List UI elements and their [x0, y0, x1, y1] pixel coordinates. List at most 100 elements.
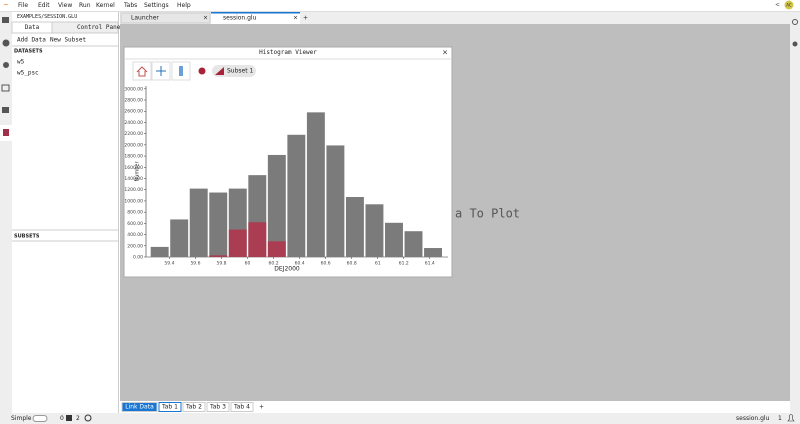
- bottom-new-tab[interactable]: +: [259, 404, 264, 411]
- tab-label: Data: [25, 24, 40, 31]
- y-tick-label: 400.00: [127, 232, 143, 238]
- tab-active-indicator: [211, 12, 300, 14]
- tab-session[interactable]: [211, 13, 300, 24]
- status-terminals: 0: [60, 415, 64, 422]
- activity-bar: [0, 12, 12, 413]
- bottom-tab[interactable]: [182, 402, 206, 412]
- x-tick-label: 60.2: [269, 261, 279, 267]
- kernel-icon: [84, 414, 92, 422]
- y-tick-label: 1000.00: [124, 198, 143, 204]
- subset-icon: [215, 67, 224, 75]
- histogram-bar: [326, 145, 345, 257]
- tab-label: Launcher: [131, 15, 159, 22]
- x-tick-label: 59.6: [190, 261, 200, 267]
- histogram-bar: [150, 246, 169, 257]
- histogram-bar: [170, 219, 189, 257]
- glue-icon: [3, 129, 9, 136]
- histogram-bar: [287, 134, 306, 257]
- y-tick-label: 2600.00: [124, 109, 143, 115]
- tab-label: Control Pane: [77, 24, 121, 31]
- terminal-icon: [66, 415, 72, 421]
- x-tick-label: 60.8: [347, 261, 357, 267]
- status-kernels: 2: [76, 415, 80, 422]
- toc-icon[interactable]: [1, 84, 10, 92]
- left-panel: [12, 12, 118, 413]
- y-tick-label: 2800.00: [124, 98, 143, 104]
- menu-item[interactable]: Help: [177, 2, 191, 9]
- histogram-bar: [267, 154, 286, 257]
- drop-hint: a To Plot: [455, 207, 520, 221]
- histogram-bar: [385, 222, 403, 257]
- bell-icon[interactable]: [787, 414, 795, 422]
- logo: ~: [3, 1, 9, 9]
- dataset-item[interactable]: w5_psc: [17, 70, 39, 77]
- histogram-bar: [209, 192, 228, 257]
- y-tick-label: 800.00: [127, 210, 143, 216]
- tab-close[interactable]: ×: [203, 15, 208, 22]
- extensions-icon[interactable]: [2, 107, 9, 113]
- histogram-bar: [267, 241, 286, 257]
- viewer-close[interactable]: ×: [442, 49, 448, 57]
- datasets-header[interactable]: DATASETS: [14, 49, 43, 55]
- files-icon[interactable]: [2, 17, 9, 23]
- menu-item[interactable]: File: [18, 2, 28, 9]
- tab-launcher[interactable]: [120, 12, 211, 24]
- menu-item[interactable]: Run: [79, 2, 91, 9]
- mode-toggle[interactable]: [32, 415, 48, 422]
- tab-close[interactable]: ×: [293, 15, 298, 22]
- status-line: 1: [778, 415, 782, 422]
- y-tick-label: 1800.00: [124, 154, 143, 160]
- user-avatar[interactable]: [784, 0, 794, 10]
- home-icon: [136, 66, 148, 77]
- settings-icon[interactable]: [792, 19, 798, 25]
- bottom-tab-label: Tab 1: [161, 404, 178, 411]
- y-tick-label: 2400.00: [124, 120, 143, 126]
- user-initials: AC: [786, 2, 792, 7]
- users-icon[interactable]: [3, 62, 9, 68]
- debug-icon[interactable]: [792, 41, 798, 47]
- new-tab[interactable]: +: [303, 15, 308, 22]
- x-tick-label: 60.6: [321, 261, 331, 267]
- histogram-bar: [248, 222, 267, 257]
- x-tick-label: 61.4: [425, 261, 435, 267]
- dataset-item[interactable]: w5: [17, 59, 25, 66]
- subset-label: Subset 1: [227, 68, 253, 75]
- tab-label: session.glu: [223, 15, 257, 22]
- running-icon[interactable]: [2, 39, 10, 47]
- menu-item[interactable]: Edit: [38, 2, 50, 9]
- y-tick-label: 1600.00: [124, 165, 143, 171]
- bottom-tab[interactable]: [230, 402, 254, 412]
- viewer-title: Histogram Viewer: [259, 49, 317, 56]
- home-button[interactable]: [132, 61, 152, 81]
- menu-item[interactable]: Settings: [144, 2, 169, 9]
- y-tick-label: 600.00: [127, 221, 143, 227]
- y-tick-label: 1200.00: [124, 187, 143, 193]
- y-tick-label: 200.00: [127, 243, 143, 249]
- new-subset-button[interactable]: New Subset: [50, 37, 87, 44]
- y-tick-label: 1400.00: [124, 176, 143, 182]
- subset-color[interactable]: [198, 67, 206, 75]
- bottom-tab-label: Tab 2: [185, 404, 202, 411]
- bottom-tab[interactable]: [206, 402, 230, 412]
- menu-item[interactable]: View: [58, 2, 72, 9]
- add-data-button[interactable]: Add Data: [17, 37, 46, 44]
- bottom-tab-label: Link Data: [125, 404, 154, 411]
- bottom-tab-label: Tab 3: [209, 404, 226, 411]
- bottom-tab[interactable]: [121, 402, 158, 412]
- status-bar: [0, 413, 800, 424]
- share-icon[interactable]: <: [775, 2, 780, 9]
- histogram-bar: [345, 197, 364, 257]
- tab-control[interactable]: [51, 21, 119, 34]
- status-file: session.glu: [736, 415, 770, 422]
- bottom-tab[interactable]: [158, 402, 182, 412]
- menu-item[interactable]: Kernel: [96, 2, 115, 9]
- x-tick-label: 59.4: [164, 261, 174, 267]
- x-tick-label: 59.8: [216, 261, 226, 267]
- right-bar: [790, 12, 800, 413]
- histogram-bar: [404, 231, 423, 257]
- subsets-header[interactable]: SUBSETS: [14, 234, 40, 240]
- x-tick-label: 61: [375, 261, 381, 267]
- menu-item[interactable]: Tabs: [123, 2, 137, 9]
- histogram-bar: [306, 112, 325, 257]
